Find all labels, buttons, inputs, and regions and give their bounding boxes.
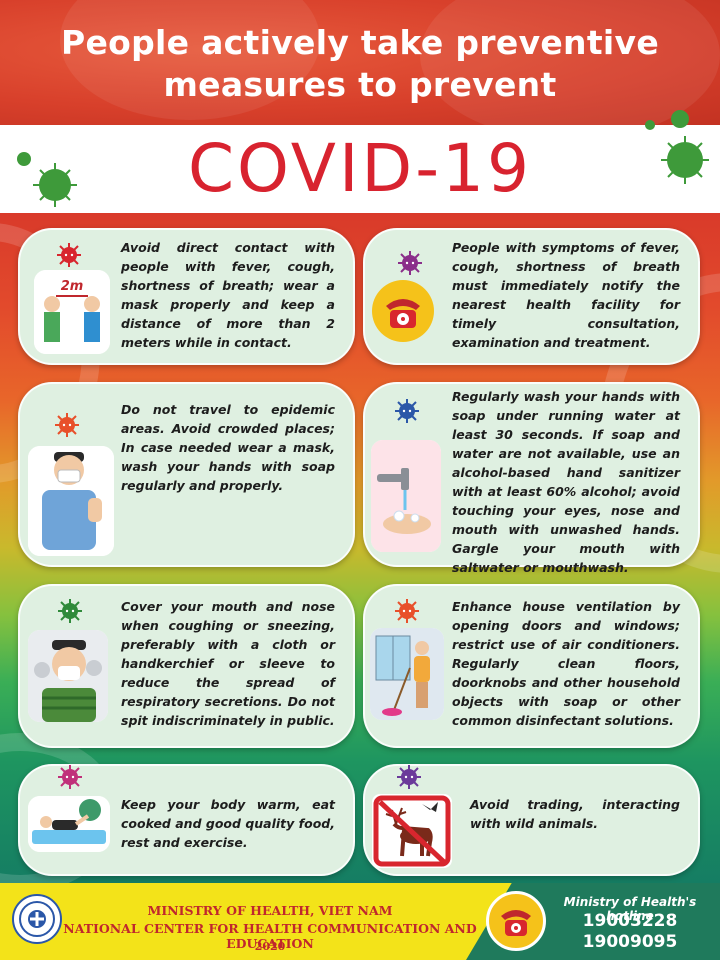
hotline-number-2: 19009095 [582, 932, 678, 952]
tip-text-travel: Do not travel to epidemic areas. Avoid c… [121, 402, 335, 493]
hand-washing-icon [371, 440, 441, 552]
distance-2m-icon: 2m [34, 270, 110, 354]
virus-decoration-icon [17, 152, 77, 207]
title-line-2: measures to prevent [163, 65, 557, 104]
hotline-label: Ministry of Health's hotline [563, 895, 697, 923]
exercise-icon [28, 796, 110, 852]
footer-year: 2020 [254, 940, 286, 953]
tip-text-handwash: Regularly wash your hands with soap unde… [452, 389, 680, 575]
masked-man-icon [28, 446, 114, 556]
footer [0, 883, 720, 960]
header-banner [0, 0, 720, 125]
tip-text-ventilation: Enhance house ventilation by opening doo… [452, 599, 680, 728]
footer-org-line1: MINISTRY OF HEALTH, VIET NAM [147, 903, 393, 918]
virus-icon [55, 413, 79, 437]
page-title: People actively take preventive measures… [0, 22, 720, 106]
distance-label: 2m [61, 279, 84, 294]
virus-icon [395, 599, 419, 623]
tip-text-symptoms: People with symptoms of fever, cough, sh… [452, 240, 680, 350]
tip-card-ventilation [363, 584, 700, 748]
virus-icon [58, 765, 82, 789]
telephone-icon [372, 280, 434, 342]
virus-icon [397, 765, 421, 789]
hotline-number-1: 19003228 [582, 911, 678, 931]
virus-icon [398, 251, 422, 275]
virus-icon [58, 599, 82, 623]
cleaning-woman-icon [370, 628, 444, 720]
covid-heading: COVID-19 [187, 130, 533, 207]
hotline-phone-icon [486, 891, 546, 951]
virus-decoration-icon [645, 110, 709, 184]
sneezing-man-icon [28, 630, 108, 722]
ministry-seal-icon [12, 894, 62, 944]
tip-text-distance: Avoid direct contact with people with fe… [121, 240, 335, 350]
footer-org-line2: NATIONAL CENTER FOR HEALTH COMMUNICATION… [63, 921, 477, 951]
covid-band [0, 125, 720, 213]
title-line-1: People actively take preventive [60, 23, 660, 62]
tip-text-health: Keep your body warm, eat cooked and good… [121, 797, 335, 850]
tip-text-wildlife: Avoid trading, interacting with wild ani… [470, 797, 680, 831]
virus-icon [57, 243, 81, 267]
no-wild-animals-icon [372, 794, 452, 868]
virus-icon [395, 399, 419, 423]
tip-text-cough: Cover your mouth and nose when coughing … [121, 599, 335, 728]
